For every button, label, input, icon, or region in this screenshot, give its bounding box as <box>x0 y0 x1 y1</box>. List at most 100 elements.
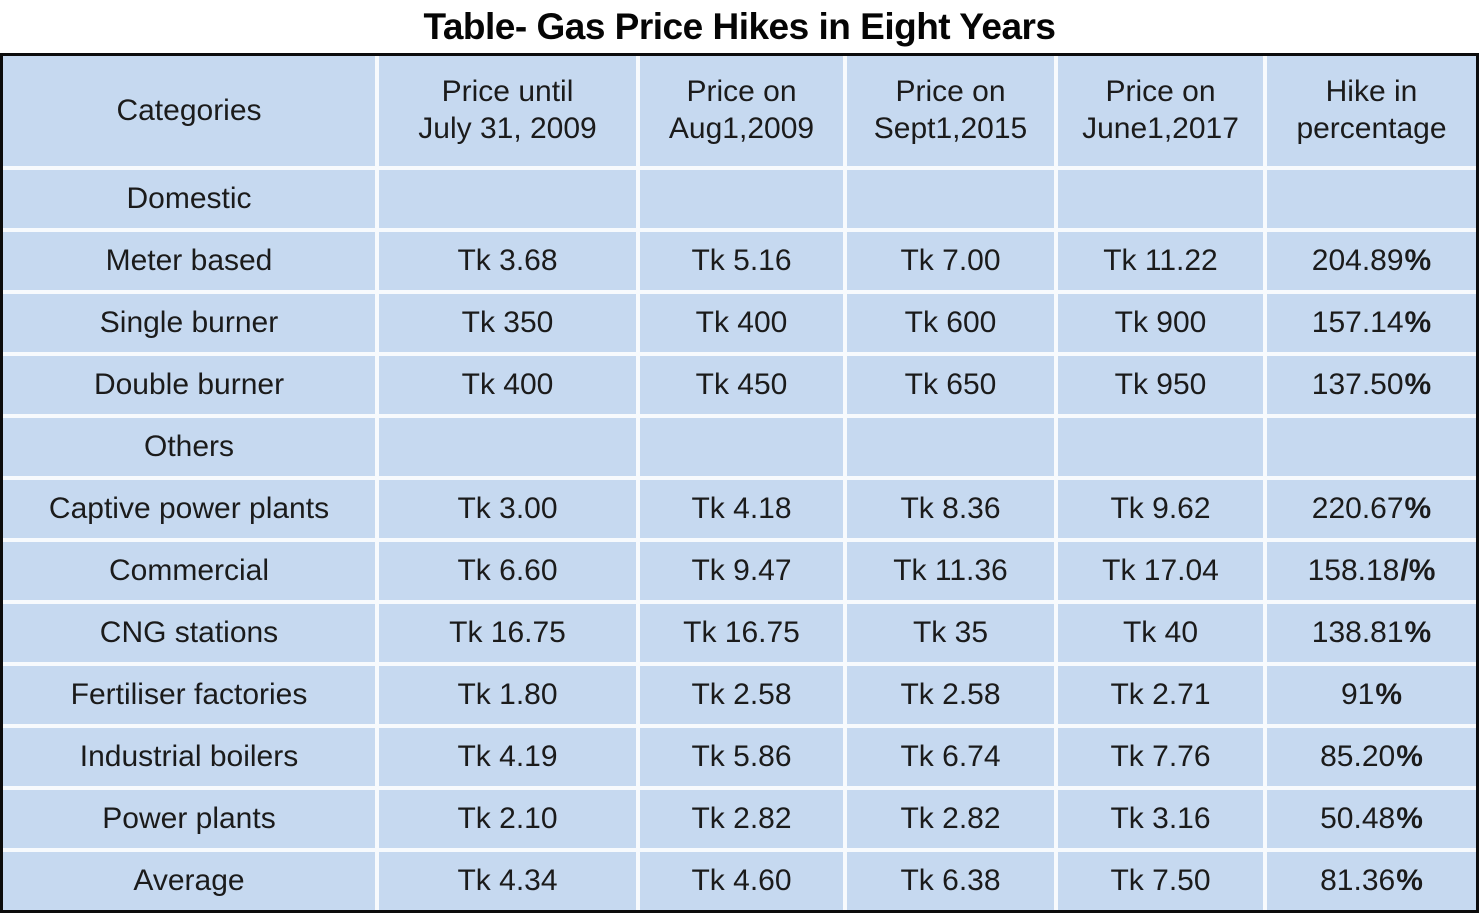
price-cell: Tk 17.04 <box>1058 542 1263 600</box>
price-cell: Tk 4.18 <box>640 480 843 538</box>
price-cell: Tk 2.82 <box>847 790 1054 848</box>
price-cell: Tk 5.16 <box>640 232 843 290</box>
hike-cell: 85.20% <box>1267 728 1476 786</box>
price-cell: Tk 8.36 <box>847 480 1054 538</box>
price-cell: Tk 4.34 <box>379 852 636 910</box>
hike-cell: 81.36% <box>1267 852 1476 910</box>
price-cell: Tk 11.22 <box>1058 232 1263 290</box>
hike-unit: % <box>1404 367 1432 401</box>
price-cell: Tk 7.76 <box>1058 728 1263 786</box>
price-cell: Tk 2.71 <box>1058 666 1263 724</box>
hike-cell <box>1267 170 1476 228</box>
gas-price-table: Categories Price until July 31, 2009 Pri… <box>0 53 1479 913</box>
category-cell: Average <box>3 852 375 910</box>
price-cell <box>1058 418 1263 476</box>
price-cell: Tk 6.38 <box>847 852 1054 910</box>
hike-cell: 157.14% <box>1267 294 1476 352</box>
price-cell <box>379 170 636 228</box>
price-cell: Tk 2.10 <box>379 790 636 848</box>
header-cell-hike: Hike in percentage <box>1267 56 1476 166</box>
hike-unit: % <box>1404 305 1432 339</box>
price-cell: Tk 4.60 <box>640 852 843 910</box>
price-cell <box>847 418 1054 476</box>
hike-value: 50.48 <box>1320 801 1396 835</box>
price-cell: Tk 1.80 <box>379 666 636 724</box>
category-cell: Meter based <box>3 232 375 290</box>
hike-unit: % <box>1396 739 1423 773</box>
header-cell-price-2009b: Price on Aug1,2009 <box>640 56 843 166</box>
price-cell <box>379 418 636 476</box>
category-cell: Single burner <box>3 294 375 352</box>
category-cell: Commercial <box>3 542 375 600</box>
price-cell: Tk 4.19 <box>379 728 636 786</box>
price-cell: Tk 3.00 <box>379 480 636 538</box>
price-cell: Tk 5.86 <box>640 728 843 786</box>
price-cell: Tk 450 <box>640 356 843 414</box>
header-cell-price-2009a: Price until July 31, 2009 <box>379 56 636 166</box>
price-cell: Tk 950 <box>1058 356 1263 414</box>
hike-unit: % <box>1404 243 1432 277</box>
hike-value: 204.89 <box>1311 243 1404 277</box>
price-cell: Tk 35 <box>847 604 1054 662</box>
category-cell: Domestic <box>3 170 375 228</box>
hike-unit: % <box>1396 863 1423 897</box>
header-cell-price-2017: Price on June1,2017 <box>1058 56 1263 166</box>
category-cell: Industrial boilers <box>3 728 375 786</box>
hike-unit: % <box>1375 677 1403 711</box>
price-cell: Tk 2.58 <box>847 666 1054 724</box>
header-cell-price-2015: Price on Sept1,2015 <box>847 56 1054 166</box>
hike-cell: 158.18/% <box>1267 542 1476 600</box>
hike-value: 220.67 <box>1311 491 1404 525</box>
hike-value: 91 <box>1340 677 1375 711</box>
hike-value: 138.81 <box>1311 615 1404 649</box>
price-cell: Tk 6.74 <box>847 728 1054 786</box>
price-cell: Tk 16.75 <box>379 604 636 662</box>
hike-unit: % <box>1396 801 1423 835</box>
price-cell: Tk 3.68 <box>379 232 636 290</box>
price-cell: Tk 3.16 <box>1058 790 1263 848</box>
hike-cell: 204.89% <box>1267 232 1476 290</box>
price-cell <box>847 170 1054 228</box>
price-cell: Tk 6.60 <box>379 542 636 600</box>
category-cell: Captive power plants <box>3 480 375 538</box>
price-cell: Tk 650 <box>847 356 1054 414</box>
price-cell: Tk 400 <box>379 356 636 414</box>
price-cell: Tk 900 <box>1058 294 1263 352</box>
hike-value: 158.18 <box>1307 553 1400 587</box>
hike-cell: 138.81% <box>1267 604 1476 662</box>
hike-cell: 220.67% <box>1267 480 1476 538</box>
category-cell: Double burner <box>3 356 375 414</box>
price-cell: Tk 600 <box>847 294 1054 352</box>
price-cell: Tk 7.00 <box>847 232 1054 290</box>
hike-cell <box>1267 418 1476 476</box>
price-cell: Tk 2.82 <box>640 790 843 848</box>
header-cell-categories: Categories <box>3 56 375 166</box>
price-cell: Tk 7.50 <box>1058 852 1263 910</box>
category-cell: Power plants <box>3 790 375 848</box>
hike-value: 85.20 <box>1320 739 1396 773</box>
hike-unit: % <box>1404 491 1432 525</box>
price-cell: Tk 2.58 <box>640 666 843 724</box>
price-cell <box>1058 170 1263 228</box>
price-cell: Tk 9.47 <box>640 542 843 600</box>
hike-cell: 91% <box>1267 666 1476 724</box>
price-cell: Tk 350 <box>379 294 636 352</box>
category-cell: CNG stations <box>3 604 375 662</box>
hike-cell: 50.48% <box>1267 790 1476 848</box>
price-cell <box>640 418 843 476</box>
category-cell: Fertiliser factories <box>3 666 375 724</box>
hike-unit: % <box>1404 615 1432 649</box>
hike-value: 157.14 <box>1311 305 1404 339</box>
page-title: Table- Gas Price Hikes in Eight Years <box>423 5 1056 47</box>
price-cell: Tk 400 <box>640 294 843 352</box>
hike-cell: 137.50% <box>1267 356 1476 414</box>
price-cell: Tk 9.62 <box>1058 480 1263 538</box>
hike-unit: /% <box>1400 553 1436 587</box>
price-cell: Tk 40 <box>1058 604 1263 662</box>
category-cell: Others <box>3 418 375 476</box>
price-cell <box>640 170 843 228</box>
price-cell: Tk 16.75 <box>640 604 843 662</box>
price-cell: Tk 11.36 <box>847 542 1054 600</box>
hike-value: 81.36 <box>1320 863 1396 897</box>
